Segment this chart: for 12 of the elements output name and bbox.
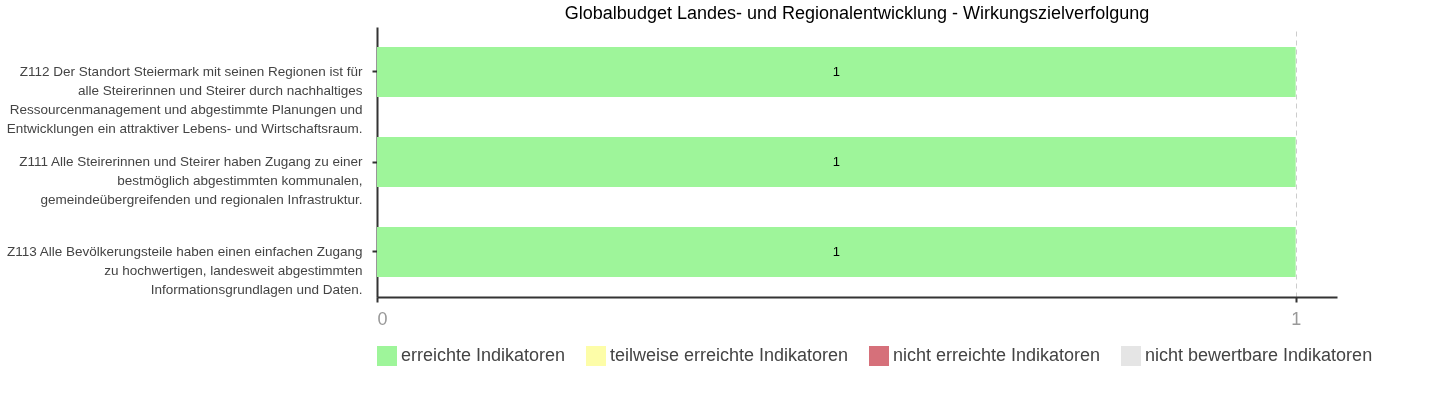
legend-label: nicht erreichte Indikatoren (893, 345, 1101, 365)
data-label: 1 (832, 64, 840, 79)
y-tick-label: Z112 Der Standort Steiermark mit seinen Regionen ist für alle Steirerinnen und Steirer durch nachhaltiges Ressourcenmanagement und abgestimmte Planungen und Entwicklungen ein attraktiver Lebens- und Wirtschaftsraum. (6, 64, 363, 136)
chart-title: Globalbudget Landes- und Regionalentwicklung - Wirkungszielverfolgung (564, 3, 1150, 23)
legend-label: teilweise erreichte Indikatoren (610, 345, 849, 365)
data-label: 1 (832, 154, 840, 169)
y-tick-label: Z111 Alle Steirerinnen und Steirer haben Zugang zu einer bestmöglich abgestimmten kommunalen, gemeindeübergreifenden und regionalen Infrastruktur. (19, 154, 363, 207)
legend-label: nicht bewertbare Indikatoren (1145, 345, 1373, 365)
y-tick-label: Z113 Alle Bevölkerungsteile haben einen einfachen Zugang zu hochwertigen, landesweit abgestimmten Informationsgrundlagen und Daten. (6, 244, 363, 297)
x-tick-label: 0 (377, 308, 388, 329)
legend-label: erreichte Indikatoren (401, 345, 566, 365)
data-label: 1 (832, 244, 840, 259)
